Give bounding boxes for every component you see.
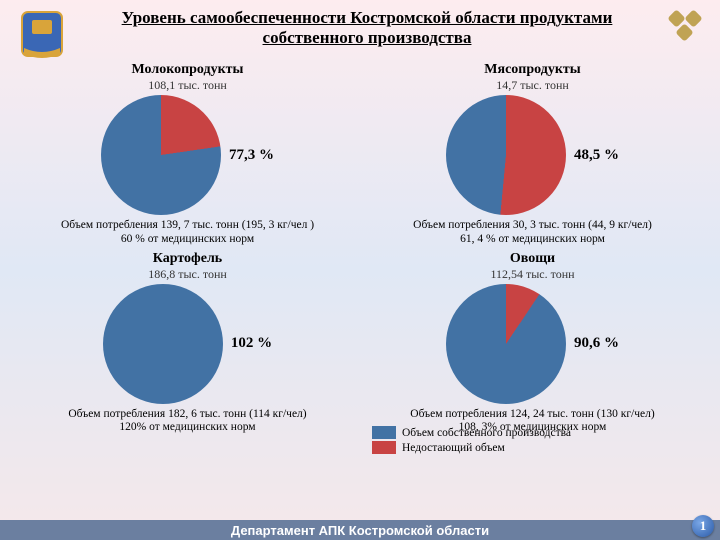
pct-label: 48,5 % <box>574 147 619 164</box>
legend-row-short: Недостающий объем <box>372 441 571 454</box>
chart-subtitle: 186,8 тыс. тонн <box>148 267 227 282</box>
chart-footer: Объем потребления 139, 7 тыс. тонн (195,… <box>61 219 314 247</box>
page-number: 1 <box>692 515 714 537</box>
chart-title: Молокопродукты <box>132 62 244 78</box>
pie-chart <box>103 284 223 404</box>
chart-panel-vegetables: Овощи 112,54 тыс. тонн 90,6 % Объем потр… <box>365 251 700 436</box>
region-emblem <box>14 6 70 62</box>
chart-panel-potato: Картофель 186,8 тыс. тонн 102 % Объем по… <box>20 251 355 436</box>
pct-label: 77,3 % <box>229 147 274 164</box>
chart-subtitle: 112,54 тыс. тонн <box>490 267 574 282</box>
legend-row-own: Объем собственного производства <box>372 426 571 439</box>
chart-panel-meat: Мясопродукты 14,7 тыс. тонн 48,5 % Объем… <box>365 62 700 247</box>
legend-label: Объем собственного производства <box>402 427 571 439</box>
page-title: Уровень самообеспеченности Костромской о… <box>80 6 654 47</box>
chart-panel-dairy: Молокопродукты 108,1 тыс. тонн 77,3 % Об… <box>20 62 355 247</box>
chart-footer: Объем потребления 182, 6 тыс. тонн (114 … <box>68 408 306 436</box>
chart-title: Картофель <box>153 251 222 267</box>
chart-subtitle: 14,7 тыс. тонн <box>496 78 569 93</box>
legend-swatch-own <box>372 426 396 439</box>
pct-label: 90,6 % <box>574 335 619 352</box>
legend: Объем собственного производства Недостаю… <box>372 426 571 456</box>
chart-footer: Объем потребления 30, 3 тыс. тонн (44, 9… <box>413 219 652 247</box>
pie-chart <box>446 284 566 404</box>
legend-label: Недостающий объем <box>402 442 505 454</box>
charts-grid: Молокопродукты 108,1 тыс. тонн 77,3 % Об… <box>0 62 720 435</box>
corner-decoration-icon <box>664 6 706 48</box>
pie-chart <box>446 95 566 215</box>
footer-text: Департамент АПК Костромской области <box>231 523 489 538</box>
footer-bar: Департамент АПК Костромской области <box>0 520 720 540</box>
chart-title: Овощи <box>510 251 555 267</box>
pie-chart <box>101 95 221 215</box>
chart-subtitle: 108,1 тыс. тонн <box>148 78 227 93</box>
pct-label: 102 % <box>231 335 272 352</box>
chart-title: Мясопродукты <box>484 62 580 78</box>
legend-swatch-short <box>372 441 396 454</box>
